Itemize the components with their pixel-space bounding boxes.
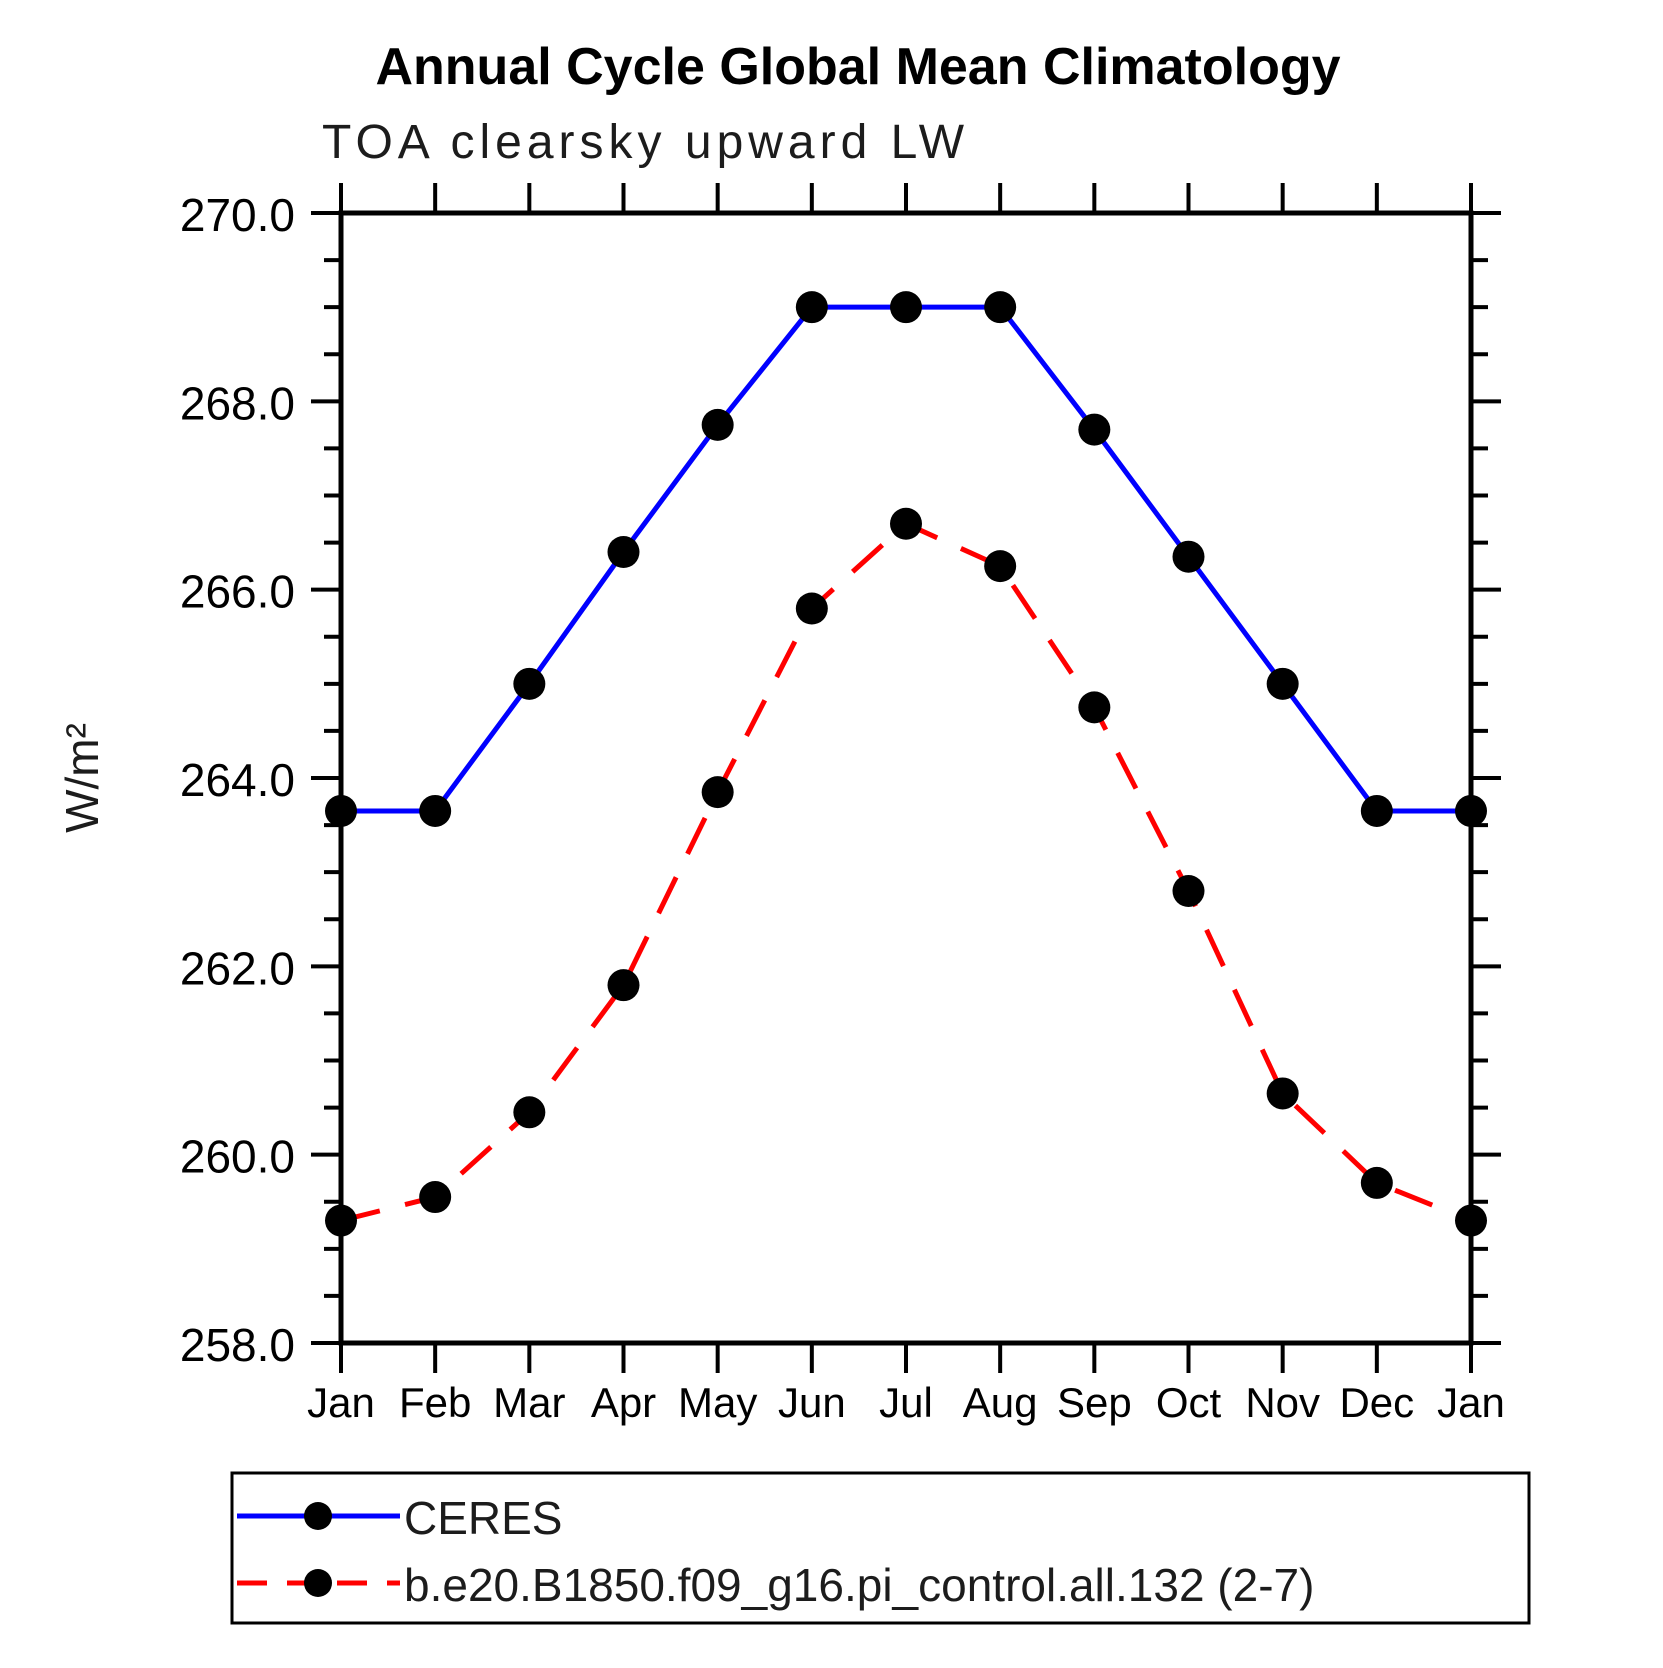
data-point-marker — [325, 794, 357, 827]
x-tick-label: Mar — [493, 1379, 565, 1426]
x-tick-labels: Jan Feb Mar Apr May Jun Jul Aug Sep Oct Nov Dec Jan — [307, 1379, 1505, 1426]
data-point-marker — [419, 1181, 452, 1214]
y-tick-label: 270.0 — [180, 189, 295, 241]
data-point-marker — [795, 291, 828, 324]
legend-marker — [304, 1569, 332, 1597]
y-tick-label: 264.0 — [180, 754, 295, 806]
y-tick-label: 268.0 — [180, 377, 295, 429]
chart-title: Annual Cycle Global Mean Climatology — [375, 38, 1340, 96]
x-tick-label: Oct — [1156, 1379, 1222, 1426]
y-tick-label: 266.0 — [180, 566, 295, 618]
legend-label: b.e20.B1850.f09_g16.pi_control.all.132 (… — [404, 1559, 1314, 1611]
legend-label: CERES — [404, 1492, 562, 1544]
data-point-marker — [325, 1204, 357, 1237]
data-point-marker — [607, 969, 640, 1002]
data-point-marker — [1455, 794, 1487, 827]
data-point-marker — [890, 507, 922, 540]
x-tick-label: Feb — [399, 1379, 471, 1426]
y-tick-labels: 270.0 268.0 266.0 264.0 262.0 260.0 258.0 — [180, 189, 295, 1371]
data-point-marker — [607, 536, 640, 568]
legend: CERES b.e20.B1850.f09_g16.pi_control.all.… — [230, 1471, 1531, 1625]
data-point-marker — [984, 550, 1017, 583]
data-point-marker — [795, 592, 828, 625]
x-tick-label: Aug — [963, 1379, 1038, 1426]
x-tick-label: Dec — [1339, 1379, 1414, 1426]
axis-ticks — [311, 183, 1501, 1373]
data-point-marker — [419, 794, 452, 827]
legend-box — [230, 1471, 1531, 1625]
y-tick-label: 262.0 — [180, 942, 295, 994]
y-axis-label: W/m² — [56, 723, 108, 833]
data-point-marker — [1172, 875, 1205, 907]
plot-frame — [338, 210, 1474, 1346]
x-tick-label: Sep — [1057, 1379, 1132, 1426]
data-point-marker — [1360, 1166, 1393, 1199]
series-line-model — [340, 520, 1472, 1224]
data-point-marker — [1078, 691, 1111, 724]
data-point-marker — [1266, 1077, 1299, 1110]
legend-marker — [304, 1502, 332, 1530]
y-tick-label: 258.0 — [180, 1319, 295, 1371]
data-point-marker — [1078, 413, 1111, 446]
data-point-marker — [1360, 794, 1393, 827]
x-tick-label: Jun — [778, 1379, 846, 1426]
data-point-marker — [701, 776, 734, 809]
data-point-marker — [1266, 667, 1299, 700]
x-tick-label: Apr — [591, 1379, 656, 1426]
data-point-marker — [890, 291, 922, 324]
data-point-marker — [1172, 540, 1205, 573]
data-series — [325, 291, 1487, 1237]
y-tick-label: 260.0 — [180, 1131, 295, 1183]
data-point-marker — [701, 408, 734, 441]
x-tick-label: May — [678, 1379, 757, 1426]
series-line-ceres — [341, 304, 1471, 814]
x-tick-label: Jan — [1437, 1379, 1505, 1426]
data-point-marker — [984, 291, 1017, 324]
chart-subtitle: TOA clearsky upward LW — [322, 116, 969, 169]
data-point-marker — [513, 667, 546, 700]
data-point-marker — [1455, 1204, 1487, 1237]
x-tick-label: Nov — [1245, 1379, 1320, 1426]
data-point-marker — [513, 1096, 546, 1129]
x-tick-label: Jan — [307, 1379, 375, 1426]
x-tick-label: Jul — [879, 1379, 933, 1426]
